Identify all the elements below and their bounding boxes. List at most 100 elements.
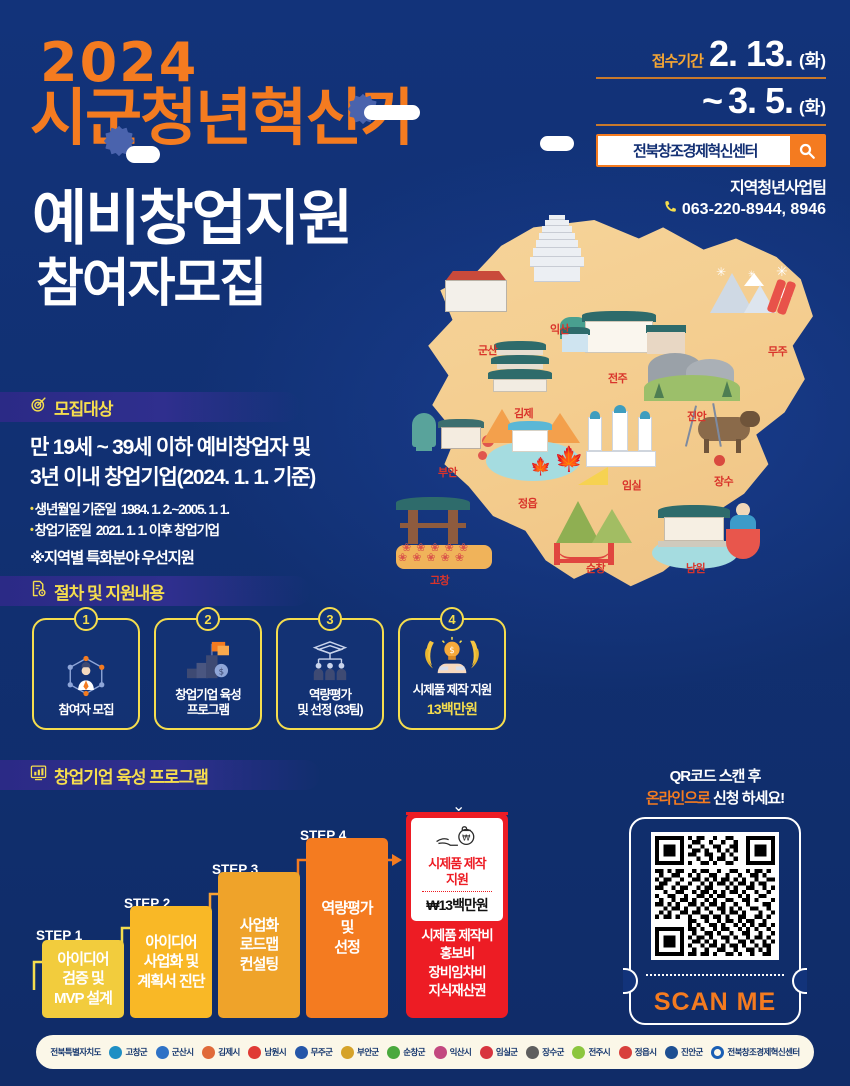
bullet-dot-icon: • [30,503,34,516]
phone-row: 063-220-8944, 8946 [596,200,826,219]
title-accent-pill [540,136,574,151]
process-card: 1 참여자 모집 [32,607,140,730]
qr-code-icon[interactable] [651,832,779,960]
card-amount: 13백만원 [426,701,478,717]
map-city-label: 익산 [550,324,570,336]
date-end: 3. 5. [727,80,794,121]
card-label: 참여자 모집 [58,703,115,718]
section-header-process: 절차 및 지원내용 [0,576,310,606]
svg-text:₩: ₩ [462,833,471,843]
phone-number: 063-220-8944, 8946 [681,200,826,218]
target-note: ※지역별 특화분야 우선지원 [30,550,195,568]
logo-mark-icon [387,1045,401,1059]
title-accent-pill [126,146,160,163]
partner-logo: 김제시 [202,1045,240,1059]
target-line-1: 만 19세 ~ 39세 이하 예비창업자 및 [30,436,311,459]
map-city-label: 진안 [687,411,707,423]
step-bar: 아이디어 검증 및 MVP 설계 [42,940,124,1018]
date-end-row: ~ 3. 5. (화) [596,83,826,119]
date-start: 2. 13. [708,33,794,74]
result-items: 시제품 제작비 홍보비 장비임차비 지식재산권 [421,928,493,998]
partner-name: 남원시 [264,1047,287,1057]
team-select-icon [307,638,353,684]
partner-logo: 부안군 [340,1045,379,1059]
document-clock-icon [30,580,47,602]
section-header-program: 창업기업 육성 프로그램 [0,760,320,790]
card-label: 역량평가 및 선정 (33팀) [297,687,363,718]
title-white-line2: 참여자모집 [36,255,267,313]
step-bar: 사업화 로드맵 컨설팅 [218,872,300,1018]
partner-name: 전북특별자치도 [50,1047,101,1057]
partner-name: 전주시 [588,1047,611,1057]
map-city-label: 장수 [714,476,734,488]
map-city-label: 김제 [514,408,534,420]
logo-mark-icon [294,1045,308,1059]
partner-logo: 전북창조경제혁신센터 [711,1045,800,1059]
svg-text:$: $ [449,647,454,657]
logo-mark-icon [433,1045,447,1059]
logo-mark-icon [526,1045,540,1059]
card-number: 3 [318,607,342,631]
partner-name: 임실군 [495,1047,518,1057]
chevron-down-icon: ⌄ [452,798,466,815]
result-amount: ₩13백만원 [426,897,488,914]
bullet-value: 2021. 1. 1. 이후 창업기업 [95,523,220,539]
stairs-flag-coin-icon: $ [185,638,231,684]
partner-logo: 군산시 [155,1045,194,1059]
partner-logo: 순창군 [387,1045,426,1059]
logo-mark-icon [202,1045,216,1059]
logo-mark-icon [711,1045,725,1059]
team-label: 지역청년사업팀 [729,180,827,197]
network-person-icon [64,653,108,699]
result-box: ₩ 시제품 제작 지원 ₩13백만원 시제품 제작비 홍보비 장비임차비 지식재산권 [406,813,508,1018]
partner-logo: 무주군 [294,1045,333,1059]
partner-name: 진안군 [681,1047,703,1057]
divider [421,891,493,893]
partner-logo: 전주시 [572,1045,611,1059]
date-start-weekday: (화) [799,51,826,70]
section-header-target: 모집대상 [0,392,300,422]
program-step-chart: STEP 1 STEP 2 STEP 3 STEP 4 아이디어 검증 및 MVP … [28,798,508,1040]
scan-me-label[interactable]: SCAN ME [653,988,777,1016]
svg-text:$: $ [219,667,224,677]
partner-name: 김제시 [218,1047,240,1057]
bullet-dot-icon: • [30,524,34,537]
qr-ticket[interactable]: SCAN ME [623,817,807,1025]
hands-bulb-laurel-icon: $ [422,633,482,679]
temple-icon [488,341,552,392]
chart-board-icon [30,764,47,786]
qr-headline-2: 온라인으로 신청 하세요! [600,787,830,808]
period-label: 접수기간 [651,53,704,70]
poster-header: 2024 시군청년혁신가 예비창업지원 참여자모집 접수기간 2. 13. (화… [0,0,850,330]
partner-logo: 임실군 [479,1045,518,1059]
search-bar[interactable]: 전북창조경제혁신센터 [596,134,826,167]
qr-section: QR코드 스캔 후 온라인으로 신청 하세요! [600,765,830,1025]
map-city-label: 전주 [608,373,628,385]
target-bullet: • 창업기준일 2021. 1. 1. 이후 창업기업 [30,521,360,542]
partner-name: 전북창조경제혁신센터 [727,1047,800,1057]
partner-logo: 남원시 [248,1045,287,1059]
map-city-label: 순창 [586,563,606,575]
pavilion-flowers-icon: ❀❀❀❀❀ ❀❀❀❀❀ [396,497,492,569]
partner-name: 고창군 [125,1047,148,1057]
date-tilde: ~ [701,80,723,121]
partner-logo: 정읍시 [618,1045,657,1059]
partner-name: 군산시 [171,1047,194,1057]
date-start-row: 접수기간 2. 13. (화) [596,36,826,72]
map-city-label: 남원 [686,563,706,575]
partner-logo: 고창군 [109,1045,148,1059]
hand-money-bag-icon: ₩ [434,823,480,854]
bullet-label: 생년월일 기준일 [34,502,117,518]
bullet-value: 1984. 1. 2.~2005. 1. 1. [120,502,230,518]
pagoda-icon [530,215,584,282]
card-number: 1 [74,607,98,631]
partner-logo: 장수군 [526,1045,564,1059]
partner-name: 순창군 [403,1047,425,1057]
date-end-weekday: (화) [799,98,826,117]
qr-headline-1: QR코드 스캔 후 [669,768,762,785]
search-icon[interactable] [790,136,824,165]
search-input[interactable]: 전북창조경제혁신센터 [632,143,758,160]
result-highlight: ₩ 시제품 제작 지원 ₩13백만원 [411,818,503,922]
logo-mark-icon [665,1045,679,1059]
